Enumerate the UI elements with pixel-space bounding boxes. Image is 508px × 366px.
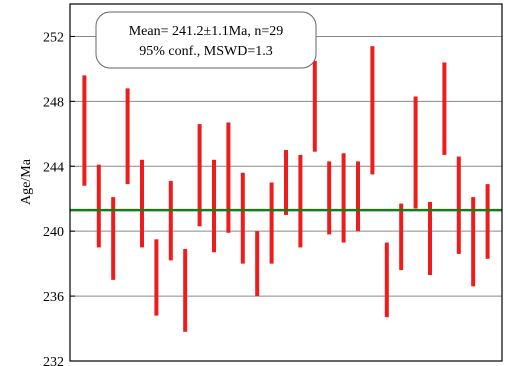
age-error-bar [284,150,288,215]
annotation-conf-text: 95% conf., MSWD=1.3 [139,44,273,59]
age-error-bar [168,180,173,261]
y-axis-ticks: 232 236 240 244 248 252 [43,30,75,366]
age-error-bar [82,75,87,186]
axes [69,3,503,362]
age-error-bar [471,197,476,287]
age-error-bar [312,60,317,152]
age-error-bar [399,203,404,271]
age-error-bar [370,46,375,175]
plot-frame [69,3,503,362]
age-error-bar [140,159,144,248]
age-error-bar [327,161,332,235]
y-tick-label: 240 [43,225,64,240]
age-error-bar [269,182,274,264]
age-error-bar [456,156,461,254]
age-error-bar [255,231,260,297]
age-error-bar [154,239,159,316]
y-tick-label: 232 [43,355,64,366]
age-error-bar [442,62,447,155]
age-error-bar [226,122,231,233]
age-error-bar [111,197,116,280]
age-error-bar [384,242,389,318]
age-error-bar [356,161,360,232]
y-tick-label: 252 [43,30,64,45]
y-tick-label: 244 [43,160,64,175]
y-tick-label: 248 [43,95,64,110]
age-error-bar [240,172,245,264]
age-error-bars [82,46,490,332]
annotation-mean-text: Mean= 241.2±1.1Ma, n=29 [129,24,284,39]
age-error-bar [125,88,130,185]
y-tick-label: 236 [43,290,64,305]
age-error-bar [428,201,432,275]
age-error-bar [96,164,101,248]
age-error-bar [183,249,188,332]
age-error-bar [298,154,303,248]
age-error-bar [413,96,418,209]
age-error-bar [197,124,202,227]
age-error-bar [341,153,346,243]
statistics-annotation: Mean= 241.2±1.1Ma, n=29 95% conf., MSWD=… [95,11,317,69]
age-error-bar [485,184,490,259]
age-error-bar [212,159,216,253]
annotation-box [95,11,317,69]
y-axis-label: Age/Ma [19,158,34,205]
